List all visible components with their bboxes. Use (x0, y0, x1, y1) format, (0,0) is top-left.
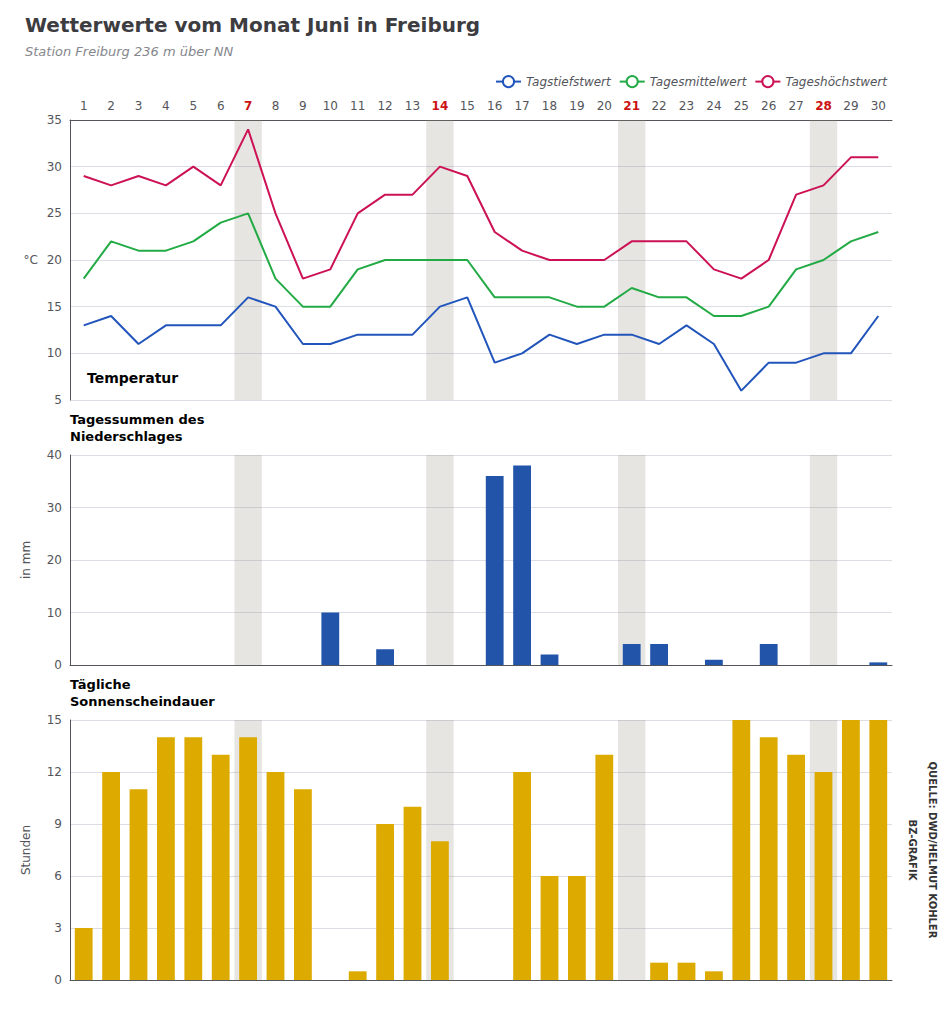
svg-text:1: 1 (80, 99, 88, 113)
svg-text:25: 25 (47, 206, 62, 220)
svg-text:13: 13 (405, 99, 420, 113)
svg-text:Wetterwerte vom Monat Juni in: Wetterwerte vom Monat Juni in Freiburg (25, 13, 480, 37)
svg-text:22: 22 (651, 99, 666, 113)
svg-text:8: 8 (272, 99, 280, 113)
svg-text:Station Freiburg 236 m über NN: Station Freiburg 236 m über NN (25, 44, 233, 59)
svg-text:26: 26 (761, 99, 776, 113)
svg-text:29: 29 (843, 99, 858, 113)
svg-text:Tagesmittelwert: Tagesmittelwert (650, 75, 748, 89)
svg-text:BZ-GRAFIK: BZ-GRAFIK (907, 820, 918, 882)
svg-text:35: 35 (47, 113, 62, 127)
svg-text:4: 4 (162, 99, 170, 113)
svg-text:17: 17 (514, 99, 529, 113)
svg-text:11: 11 (350, 99, 365, 113)
svg-text:40: 40 (47, 448, 62, 462)
svg-text:12: 12 (377, 99, 392, 113)
svg-text:16: 16 (487, 99, 502, 113)
svg-text:20: 20 (47, 253, 62, 267)
svg-text:0: 0 (54, 973, 62, 987)
svg-text:Sonnenscheindauer: Sonnenscheindauer (70, 694, 215, 709)
svg-text:6: 6 (217, 99, 225, 113)
svg-text:5: 5 (54, 393, 62, 407)
svg-text:21: 21 (623, 99, 640, 113)
svg-text:30: 30 (47, 501, 62, 515)
svg-text:28: 28 (815, 99, 832, 113)
svg-text:24: 24 (706, 99, 721, 113)
svg-text:20: 20 (597, 99, 612, 113)
svg-text:Tagstiefstwert: Tagstiefstwert (526, 75, 612, 89)
svg-text:3: 3 (54, 921, 62, 935)
svg-text:15: 15 (460, 99, 475, 113)
svg-text:Tageshöchstwert: Tageshöchstwert (785, 75, 888, 89)
svg-text:6: 6 (54, 869, 62, 883)
svg-text:15: 15 (47, 300, 62, 314)
svg-text:3: 3 (135, 99, 143, 113)
svg-text:19: 19 (569, 99, 584, 113)
svg-text:10: 10 (47, 346, 62, 360)
svg-text:27: 27 (788, 99, 803, 113)
svg-text:2: 2 (107, 99, 115, 113)
svg-text:23: 23 (679, 99, 694, 113)
svg-text:30: 30 (871, 99, 886, 113)
svg-text:15: 15 (47, 713, 62, 727)
svg-text:5: 5 (189, 99, 197, 113)
svg-text:12: 12 (47, 765, 62, 779)
svg-text:QUELLE: DWD/HELMUT KOHLER: QUELLE: DWD/HELMUT KOHLER (927, 762, 938, 939)
svg-text:18: 18 (542, 99, 557, 113)
svg-text:°C: °C (24, 253, 38, 267)
svg-text:Tagessummen des: Tagessummen des (70, 412, 205, 427)
svg-text:0: 0 (54, 658, 62, 672)
svg-text:9: 9 (299, 99, 307, 113)
svg-text:10: 10 (323, 99, 338, 113)
svg-text:Tägliche: Tägliche (70, 677, 131, 692)
svg-text:in mm: in mm (19, 541, 33, 579)
svg-text:Niederschlages: Niederschlages (70, 429, 183, 444)
svg-text:20: 20 (47, 553, 62, 567)
svg-text:Stunden: Stunden (19, 825, 33, 875)
svg-text:25: 25 (734, 99, 749, 113)
svg-text:14: 14 (432, 99, 449, 113)
svg-text:Temperatur: Temperatur (87, 370, 178, 386)
svg-text:10: 10 (47, 606, 62, 620)
svg-text:30: 30 (47, 160, 62, 174)
svg-text:9: 9 (54, 817, 62, 831)
svg-text:7: 7 (244, 99, 252, 113)
